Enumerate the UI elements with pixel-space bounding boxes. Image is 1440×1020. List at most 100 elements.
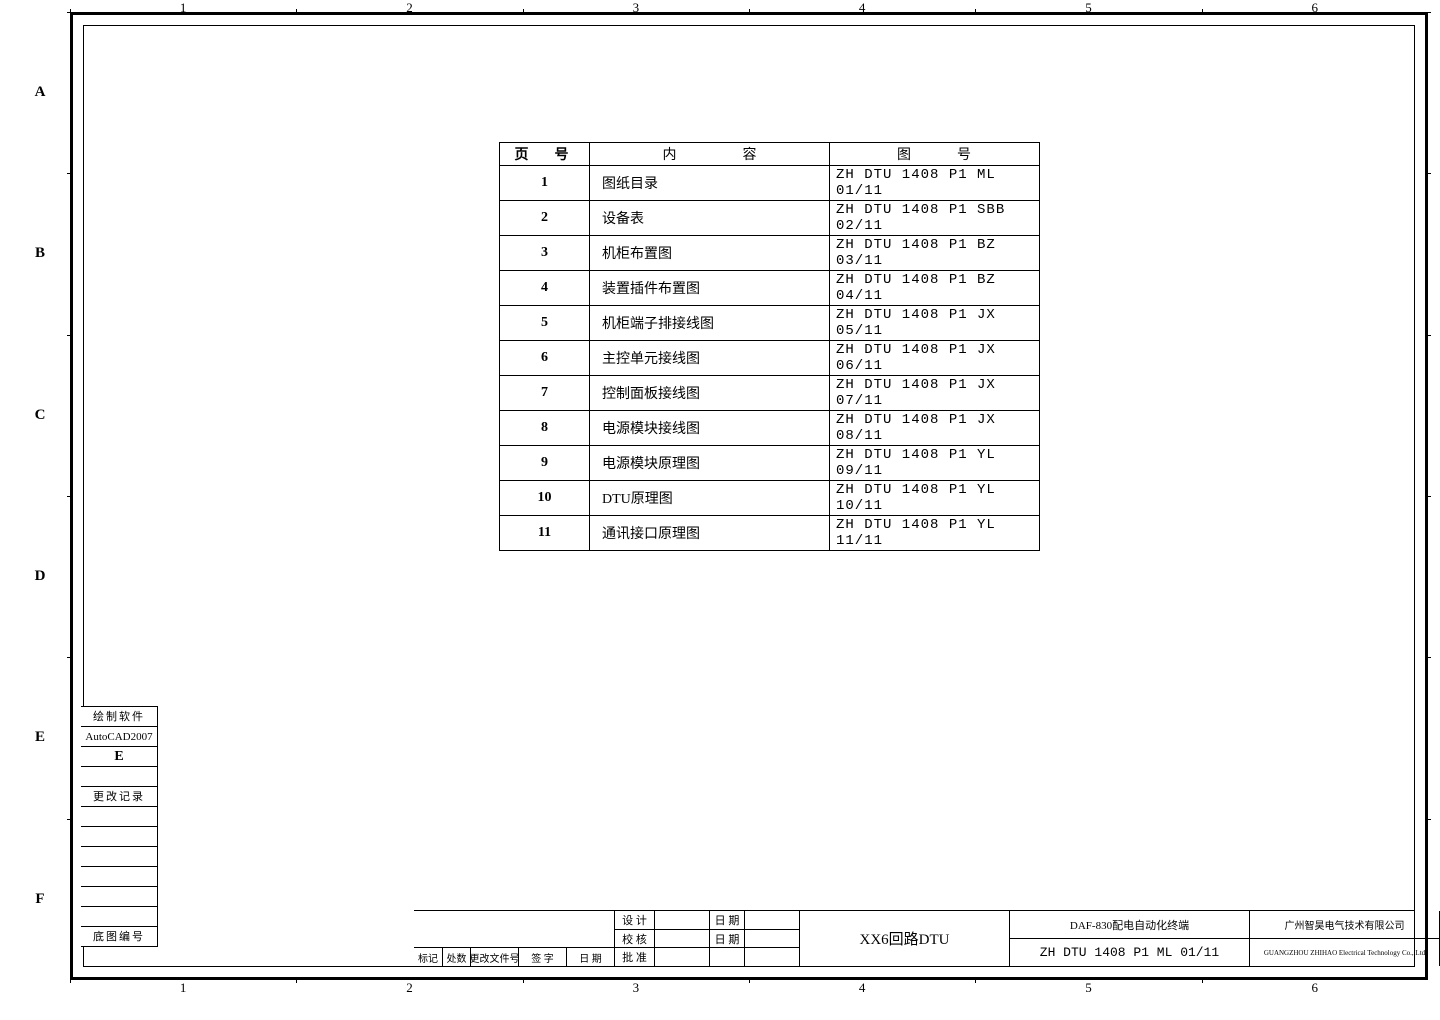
rev-h-mark: 标记 bbox=[414, 948, 442, 966]
ruler-top: 123456 bbox=[70, 0, 1428, 12]
toc-row: 9电源模块原理图ZH DTU 1408 P1 YL 09/11 bbox=[500, 446, 1040, 481]
toc-content: 主控单元接线图 bbox=[590, 341, 830, 376]
software-value: AutoCAD2007 bbox=[81, 727, 158, 747]
toc-content: 通讯接口原理图 bbox=[590, 516, 830, 551]
toc-content: 电源模块接线图 bbox=[590, 411, 830, 446]
toc-row: 10DTU原理图ZH DTU 1408 P1 YL 10/11 bbox=[500, 481, 1040, 516]
lbl-date1: 日 期 bbox=[710, 911, 744, 929]
ruler-row: E bbox=[10, 657, 70, 818]
val-approve bbox=[655, 947, 709, 966]
ruler-row: A bbox=[1428, 12, 1440, 173]
val-check bbox=[655, 929, 709, 948]
company-en: GUANGZHOU ZHIHAO Electrical Technology C… bbox=[1250, 938, 1439, 966]
ruler-col: 2 bbox=[296, 980, 522, 992]
rev-h-qty: 处数 bbox=[443, 948, 470, 966]
ruler-bottom: 123456 bbox=[70, 980, 1428, 992]
toc-page: 1 bbox=[500, 166, 590, 201]
toc-code: ZH DTU 1408 P1 SBB 02/11 bbox=[830, 201, 1040, 236]
row-letter-e: E bbox=[81, 747, 158, 767]
toc-row: 2设备表ZH DTU 1408 P1 SBB 02/11 bbox=[500, 201, 1040, 236]
ruler-row: B bbox=[10, 173, 70, 334]
toc-content: DTU原理图 bbox=[590, 481, 830, 516]
rev-h-file: 更改文件号 bbox=[471, 948, 518, 966]
toc-header-row: 页 号 内 容 图 号 bbox=[500, 143, 1040, 166]
software-label: 绘制软件 bbox=[81, 707, 158, 727]
ruler-col: 1 bbox=[70, 980, 296, 992]
toc-row: 11通讯接口原理图ZH DTU 1408 P1 YL 11/11 bbox=[500, 516, 1040, 551]
toc-header-content: 内 容 bbox=[590, 143, 830, 166]
toc-code: ZH DTU 1408 P1 BZ 04/11 bbox=[830, 271, 1040, 306]
toc-page: 8 bbox=[500, 411, 590, 446]
toc-header-page: 页 号 bbox=[500, 143, 590, 166]
left-empty bbox=[81, 847, 158, 867]
ruler-row: C bbox=[10, 335, 70, 496]
toc-code: ZH DTU 1408 P1 YL 10/11 bbox=[830, 481, 1040, 516]
ruler-col: 5 bbox=[975, 980, 1201, 992]
ruler-left: ABCDEF bbox=[10, 12, 70, 980]
toc-content: 装置插件布置图 bbox=[590, 271, 830, 306]
toc-page: 9 bbox=[500, 446, 590, 481]
lbl-approve: 批 准 bbox=[615, 947, 654, 966]
toc-page: 10 bbox=[500, 481, 590, 516]
toc-code: ZH DTU 1408 P1 YL 09/11 bbox=[830, 446, 1040, 481]
lbl-check: 校 核 bbox=[615, 929, 654, 948]
ruler-row: F bbox=[10, 819, 70, 980]
ruler-col: 1 bbox=[70, 0, 296, 12]
ruler-col: 5 bbox=[975, 0, 1201, 12]
drawing-number: ZH DTU 1408 P1 ML 01/11 bbox=[1010, 938, 1249, 966]
left-empty bbox=[81, 907, 158, 927]
toc-page: 4 bbox=[500, 271, 590, 306]
ruler-row: C bbox=[1428, 335, 1440, 496]
val-design bbox=[655, 911, 709, 929]
ruler-col: 4 bbox=[749, 0, 975, 12]
toc-row: 5机柜端子排接线图ZH DTU 1408 P1 JX 05/11 bbox=[500, 306, 1040, 341]
revision-label: 更改记录 bbox=[81, 787, 158, 807]
title-block: 标记 处数 更改文件号 签 字 日 期 设 计 校 核 批 准 日 期 日 期 bbox=[414, 910, 1414, 966]
toc-content: 机柜端子排接线图 bbox=[590, 306, 830, 341]
left-empty bbox=[81, 807, 158, 827]
toc-row: 7控制面板接线图ZH DTU 1408 P1 JX 07/11 bbox=[500, 376, 1040, 411]
toc-code: ZH DTU 1408 P1 JX 06/11 bbox=[830, 341, 1040, 376]
drawing-inner-frame: 页 号 内 容 图 号 1图纸目录ZH DTU 1408 P1 ML 01/11… bbox=[83, 25, 1415, 967]
left-empty bbox=[81, 827, 158, 847]
toc-code: ZH DTU 1408 P1 ML 01/11 bbox=[830, 166, 1040, 201]
toc-page: 11 bbox=[500, 516, 590, 551]
toc-page: 5 bbox=[500, 306, 590, 341]
rev-h-date: 日 期 bbox=[567, 948, 614, 966]
left-info-block: 绘制软件 AutoCAD2007 E 更改记录 底图编号 bbox=[81, 706, 158, 947]
ruler-right: ABCDEF bbox=[1428, 12, 1440, 980]
toc-row: 3机柜布置图ZH DTU 1408 P1 BZ 03/11 bbox=[500, 236, 1040, 271]
toc-content: 设备表 bbox=[590, 201, 830, 236]
ruler-row: D bbox=[1428, 496, 1440, 657]
project-name: XX6回路DTU bbox=[799, 911, 1009, 966]
lbl-design: 设 计 bbox=[615, 911, 654, 929]
toc-table: 页 号 内 容 图 号 1图纸目录ZH DTU 1408 P1 ML 01/11… bbox=[499, 142, 1040, 551]
ruler-col: 3 bbox=[523, 980, 749, 992]
left-empty bbox=[81, 887, 158, 907]
drawing-outer-frame: 页 号 内 容 图 号 1图纸目录ZH DTU 1408 P1 ML 01/11… bbox=[70, 12, 1428, 980]
ruler-row: A bbox=[10, 12, 70, 173]
ruler-col: 2 bbox=[296, 0, 522, 12]
ruler-row: B bbox=[1428, 173, 1440, 334]
ruler-col: 6 bbox=[1202, 980, 1428, 992]
left-empty bbox=[81, 767, 158, 787]
toc-code: ZH DTU 1408 P1 BZ 03/11 bbox=[830, 236, 1040, 271]
company-cn: 广州智昊电气技术有限公司 bbox=[1250, 911, 1439, 938]
toc-code: ZH DTU 1408 P1 JX 07/11 bbox=[830, 376, 1040, 411]
ruler-row: E bbox=[1428, 657, 1440, 818]
toc-page: 7 bbox=[500, 376, 590, 411]
ruler-col: 3 bbox=[523, 0, 749, 12]
lbl-date2: 日 期 bbox=[710, 929, 744, 948]
base-drawing-label: 底图编号 bbox=[81, 927, 158, 947]
toc-page: 6 bbox=[500, 341, 590, 376]
product-name: DAF-830配电自动化终端 bbox=[1010, 911, 1249, 938]
toc-code: ZH DTU 1408 P1 YL 11/11 bbox=[830, 516, 1040, 551]
ruler-row: D bbox=[10, 496, 70, 657]
toc-content: 电源模块原理图 bbox=[590, 446, 830, 481]
toc-code: ZH DTU 1408 P1 JX 05/11 bbox=[830, 306, 1040, 341]
toc-page: 2 bbox=[500, 201, 590, 236]
toc-content: 机柜布置图 bbox=[590, 236, 830, 271]
ruler-col: 4 bbox=[749, 980, 975, 992]
toc-content: 控制面板接线图 bbox=[590, 376, 830, 411]
toc-row: 8电源模块接线图ZH DTU 1408 P1 JX 08/11 bbox=[500, 411, 1040, 446]
